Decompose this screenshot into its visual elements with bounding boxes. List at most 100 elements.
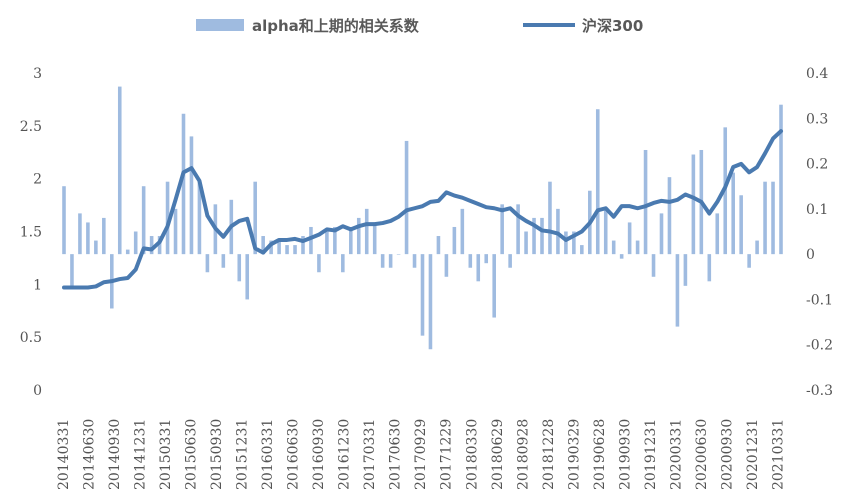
bar xyxy=(269,240,273,255)
bar xyxy=(293,245,297,255)
left-axis: 0 0.5 1 1.5 2 2.5 3 xyxy=(20,66,42,399)
right-axis-tick-label: 0.2 xyxy=(806,157,828,173)
right-axis-tick-label: 0.3 xyxy=(806,111,828,127)
bar xyxy=(141,186,146,255)
bar xyxy=(78,213,82,255)
bar xyxy=(428,254,433,350)
x-axis-tick-label: 20141231 xyxy=(133,419,149,490)
bar xyxy=(564,231,568,255)
bar xyxy=(62,186,66,255)
bar xyxy=(70,254,74,286)
bar xyxy=(548,181,552,255)
left-axis-tick-label: 1 xyxy=(33,277,42,293)
bar xyxy=(396,254,401,255)
bar xyxy=(317,254,321,273)
x-axis-tick-label: 20210331 xyxy=(770,419,786,490)
bar xyxy=(779,104,783,255)
bar xyxy=(237,254,242,282)
left-axis-tick-label: 2.5 xyxy=(20,119,42,135)
bar xyxy=(86,222,90,255)
bar xyxy=(771,181,775,255)
x-axis-tick-label: 20200331 xyxy=(668,419,684,490)
bar xyxy=(133,231,138,255)
bar xyxy=(404,140,409,255)
bar xyxy=(763,181,767,255)
x-axis-tick-label: 20180330 xyxy=(464,419,480,490)
x-axis-tick-label: 20140930 xyxy=(107,419,123,490)
right-axis: -0.3 -0.2 -0.1 0 0.1 0.2 0.3 0.4 xyxy=(806,66,833,399)
bar xyxy=(532,217,536,255)
left-axis-tick-label: 2 xyxy=(33,172,42,188)
bar xyxy=(349,226,353,255)
bar xyxy=(356,217,361,255)
bar xyxy=(253,181,257,255)
bar xyxy=(197,181,202,255)
bar xyxy=(747,254,751,268)
legend-bar-label: alpha和上期的相关系数 xyxy=(252,17,420,35)
bar xyxy=(165,181,170,255)
x-axis-tick-label: 20140331 xyxy=(56,419,72,490)
right-axis-tick-label: 0.1 xyxy=(806,202,828,218)
x-axis-tick-label: 20181228 xyxy=(541,419,557,490)
bar xyxy=(643,149,648,255)
left-axis-tick-label: 0.5 xyxy=(20,330,42,346)
bar xyxy=(635,240,640,255)
bar xyxy=(508,254,512,268)
bar xyxy=(444,254,449,277)
bar xyxy=(627,222,632,255)
bar xyxy=(572,231,576,255)
x-axis-tick-label: 20161230 xyxy=(337,419,353,490)
bar xyxy=(611,240,616,255)
x-axis-tick-label: 20170929 xyxy=(413,419,429,490)
bar xyxy=(261,236,265,255)
bar xyxy=(460,208,465,255)
bar xyxy=(500,204,504,255)
bar xyxy=(189,136,194,255)
x-axis-tick-label: 20160331 xyxy=(260,419,276,490)
bar xyxy=(524,231,528,255)
bar xyxy=(94,240,98,255)
bar xyxy=(102,217,106,255)
x-axis: 20140331 20140630 20140930 20141231 20150331… xyxy=(56,419,786,490)
left-axis-tick-label: 0 xyxy=(33,383,42,399)
right-axis-tick-label: 0.4 xyxy=(806,66,828,82)
left-axis-tick-label: 1.5 xyxy=(20,225,42,241)
bar xyxy=(388,254,393,268)
bar xyxy=(205,254,210,273)
bar xyxy=(125,249,130,255)
bar xyxy=(301,236,305,255)
bar xyxy=(619,254,624,259)
bar xyxy=(603,208,608,255)
bar xyxy=(707,254,712,282)
bar xyxy=(285,245,289,255)
bar xyxy=(580,245,584,255)
x-axis-tick-label: 20190930 xyxy=(617,419,633,490)
bar xyxy=(325,231,329,255)
bar xyxy=(468,254,473,268)
x-axis-tick-label: 20151231 xyxy=(235,419,251,490)
left-axis-tick-label: 3 xyxy=(33,66,42,82)
x-axis-tick-label: 20171229 xyxy=(439,419,455,490)
x-axis-tick-label: 20201231 xyxy=(745,419,761,490)
x-axis-tick-label: 20170630 xyxy=(388,419,404,490)
right-axis-tick-label: -0.1 xyxy=(806,292,833,308)
bar xyxy=(149,236,154,255)
bar xyxy=(364,208,369,255)
bar xyxy=(436,236,441,255)
bar xyxy=(492,254,496,318)
x-axis-tick-label: 20200930 xyxy=(719,419,735,490)
bar xyxy=(731,172,735,255)
x-axis-tick-label: 20180928 xyxy=(515,419,531,490)
bar xyxy=(173,208,178,255)
bar xyxy=(412,254,417,268)
bar xyxy=(675,254,680,327)
legend: alpha和上期的相关系数 沪深300 xyxy=(196,17,643,35)
bar xyxy=(651,254,656,277)
bar xyxy=(309,226,313,255)
bar xyxy=(372,222,377,255)
bar xyxy=(341,254,345,273)
bar xyxy=(277,240,281,255)
right-axis-tick-label: -0.2 xyxy=(806,338,833,354)
